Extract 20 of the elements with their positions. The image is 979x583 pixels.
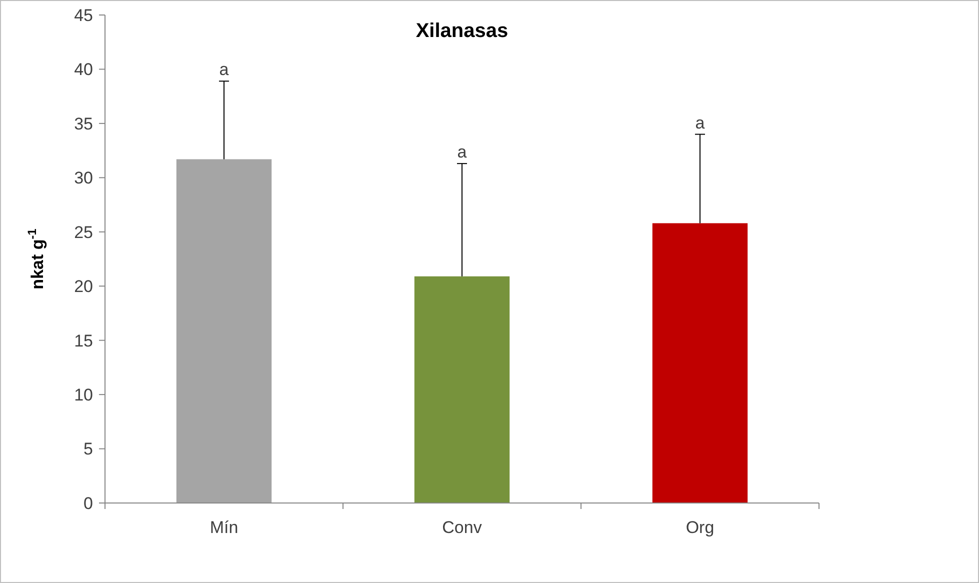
y-tick-label: 40 bbox=[74, 60, 93, 80]
y-tick-label: 5 bbox=[84, 440, 93, 459]
y-tick-label: 15 bbox=[74, 331, 93, 350]
y-tick-label: 35 bbox=[74, 114, 93, 134]
x-tick-label: Conv bbox=[442, 518, 482, 537]
bar bbox=[652, 223, 748, 503]
annotation: a bbox=[457, 142, 468, 162]
chart-title: Xilanasas bbox=[416, 20, 508, 42]
y-tick-label: 10 bbox=[74, 386, 93, 405]
y-tick-label: 0 bbox=[84, 494, 93, 513]
x-tick-label: Mín bbox=[210, 518, 238, 537]
y-tick-label: 45 bbox=[74, 6, 93, 25]
annotation: a bbox=[219, 60, 230, 80]
bar bbox=[414, 276, 510, 503]
annotation: a bbox=[695, 113, 706, 132]
y-tick-label: 25 bbox=[74, 222, 93, 242]
bar bbox=[176, 159, 272, 503]
y-tick-label: 30 bbox=[74, 168, 93, 188]
y-tick-label: 20 bbox=[74, 277, 93, 296]
x-tick-label: Org bbox=[686, 518, 714, 537]
